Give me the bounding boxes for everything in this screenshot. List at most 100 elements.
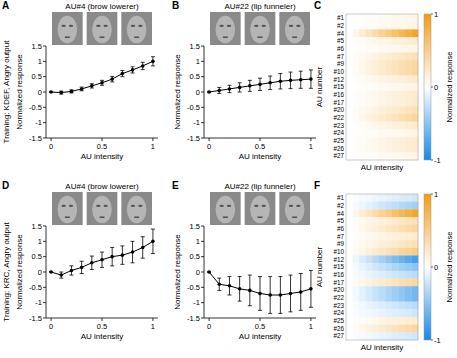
cell (353, 45, 360, 53)
row-label: #22 (333, 114, 344, 121)
cell (372, 202, 379, 210)
cell (366, 302, 373, 310)
cell (379, 209, 386, 217)
cell (346, 45, 353, 53)
point (70, 90, 74, 94)
cell (385, 217, 392, 225)
cell (346, 29, 353, 37)
cell (392, 75, 399, 83)
row-label: #20 (333, 286, 344, 293)
point (217, 89, 221, 93)
plot-data (207, 270, 313, 313)
error-bar (217, 278, 221, 290)
cell (346, 194, 353, 202)
cell (353, 309, 360, 317)
cell (398, 194, 405, 202)
cell (405, 106, 412, 114)
error-bar (80, 261, 84, 273)
x-tick (310, 318, 311, 321)
cell (346, 240, 353, 248)
cell (398, 309, 405, 317)
cell (385, 106, 392, 114)
row-label: #15 (333, 83, 344, 90)
y-tick-label: 0 (196, 268, 200, 277)
row-label: #15 (333, 263, 344, 270)
cell (372, 60, 379, 68)
eye (289, 205, 293, 207)
cell (346, 302, 353, 310)
cell (405, 68, 412, 76)
row-label: #4 (337, 30, 345, 37)
point (238, 86, 242, 90)
cell (366, 325, 373, 333)
cell (353, 14, 360, 22)
x-tick (152, 318, 153, 321)
cell (398, 217, 405, 225)
error-bar (309, 70, 313, 88)
cell (392, 248, 399, 256)
cell (392, 302, 399, 310)
cell (398, 91, 405, 99)
cell (372, 279, 379, 287)
cell (411, 209, 418, 217)
cell (366, 271, 373, 279)
cell (379, 309, 386, 317)
cell (392, 37, 399, 45)
subtitle: AU#22 (lip funneler) (224, 2, 295, 11)
cell (353, 137, 360, 145)
eye (69, 25, 73, 27)
error-cap (217, 93, 221, 94)
cell (405, 14, 412, 22)
cell (359, 279, 366, 287)
panel-e: EAU#22 (lip funneler)Normalized response… (172, 180, 316, 341)
cell (379, 83, 386, 91)
cell (398, 137, 405, 145)
point (299, 78, 303, 82)
cell (379, 114, 386, 122)
error-cap (248, 80, 252, 81)
cell (392, 91, 399, 99)
mouth (65, 36, 70, 38)
error-cap (217, 290, 221, 291)
point (309, 287, 313, 291)
y-tick-label: 0 (196, 88, 200, 97)
x-tick-label: 1 (309, 322, 313, 331)
row-label: #26 (333, 145, 344, 152)
cell (379, 60, 386, 68)
point (268, 293, 272, 297)
cell (392, 114, 399, 122)
eye (227, 25, 231, 27)
heatmap-frame (346, 14, 418, 160)
error-bar (90, 84, 94, 88)
cell (411, 248, 418, 256)
cell (405, 255, 412, 263)
colorbar-tick (431, 14, 433, 15)
cell (405, 29, 412, 37)
cell (379, 248, 386, 256)
error-cap (141, 62, 145, 63)
y-tick-label: 1 (38, 57, 42, 66)
face (285, 16, 305, 44)
cell (359, 294, 366, 302)
error-bar (110, 247, 114, 265)
cell (359, 45, 366, 53)
error-cap (151, 56, 155, 57)
x-tick (102, 318, 103, 321)
cell (359, 271, 366, 279)
cell (411, 217, 418, 225)
error-cap (120, 264, 124, 265)
cell (372, 114, 379, 122)
y-tick-label: -0.5 (29, 283, 42, 292)
point (151, 240, 155, 244)
row-label: #2 (337, 202, 345, 209)
colorbar-tick (431, 194, 433, 195)
cell (398, 29, 405, 37)
point (110, 255, 114, 259)
error-cap (151, 229, 155, 230)
y-tick-label: 1.5 (190, 42, 200, 51)
cell (385, 240, 392, 248)
cell (392, 309, 399, 317)
cell (379, 106, 386, 114)
colorbar-tick-label: 0 (434, 263, 438, 272)
cell (385, 99, 392, 107)
